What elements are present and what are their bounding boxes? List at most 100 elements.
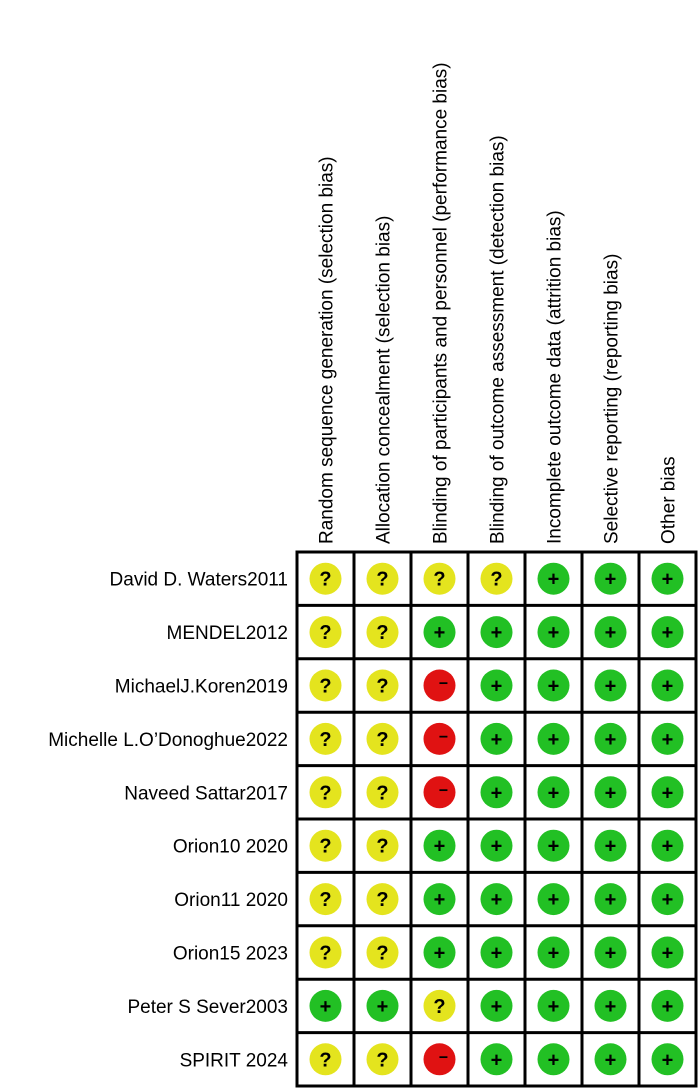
low-risk-mark: + (651, 616, 684, 649)
domain-label-4: Blinding of outcome assessment (detectio… (488, 135, 509, 544)
low-risk-circle (594, 722, 627, 755)
unclear-risk-mark: ? (309, 883, 342, 916)
low-risk-circle (651, 616, 684, 649)
domain-label-2: Allocation concealment (selection bias) (374, 216, 395, 544)
low-risk-circle (480, 1043, 513, 1076)
low-risk-mark: + (651, 936, 684, 969)
low-risk-circle (480, 936, 513, 969)
unclear-risk-mark: ? (309, 616, 342, 649)
low-risk-glyph: + (491, 1049, 503, 1071)
study-label-8: Orion15 2023 (173, 944, 288, 965)
low-risk-glyph: + (548, 1049, 560, 1071)
low-risk-mark: + (537, 829, 570, 862)
unclear-risk-circle (423, 989, 456, 1022)
low-risk-mark: + (594, 829, 627, 862)
low-risk-mark: + (480, 616, 513, 649)
low-risk-glyph: + (662, 1049, 674, 1071)
low-risk-glyph: + (548, 782, 560, 804)
low-risk-circle (594, 989, 627, 1022)
low-risk-glyph: + (662, 569, 674, 591)
unclear-risk-circle (480, 562, 513, 595)
high-risk-mark: − (423, 1043, 456, 1076)
low-risk-mark: + (537, 936, 570, 969)
low-risk-glyph: + (605, 782, 617, 804)
low-risk-circle (594, 829, 627, 862)
low-risk-mark: + (423, 829, 456, 862)
unclear-risk-circle (366, 776, 399, 809)
unclear-risk-circle (366, 616, 399, 649)
domain-label-7: Other bias (659, 456, 680, 544)
study-label-6: Orion10 2020 (173, 837, 288, 858)
unclear-risk-glyph: ? (376, 622, 388, 644)
low-risk-circle (423, 616, 456, 649)
low-risk-circle (594, 1043, 627, 1076)
high-risk-mark: − (423, 669, 456, 702)
unclear-risk-circle (309, 722, 342, 755)
low-risk-circle (537, 669, 570, 702)
unclear-risk-circle (366, 829, 399, 862)
unclear-risk-circle (366, 562, 399, 595)
unclear-risk-circle (309, 883, 342, 916)
high-risk-circle (423, 669, 456, 702)
unclear-risk-circle (309, 829, 342, 862)
unclear-risk-mark: ? (366, 829, 399, 862)
unclear-risk-glyph: ? (376, 943, 388, 965)
study-label-7: Orion11 2020 (174, 890, 288, 911)
low-risk-glyph: + (491, 729, 503, 751)
high-risk-glyph: − (439, 729, 448, 746)
study-label-2: MENDEL2012 (167, 623, 288, 644)
high-risk-glyph: − (439, 676, 448, 693)
low-risk-mark: + (594, 1043, 627, 1076)
low-risk-mark: + (480, 1043, 513, 1076)
unclear-risk-glyph: ? (319, 622, 331, 644)
unclear-risk-glyph: ? (376, 729, 388, 751)
low-risk-mark: + (651, 1043, 684, 1076)
study-labels: David D. Waters2011 MENDEL2012 MichaelJ.Ko… (48, 570, 288, 1072)
unclear-risk-mark: ? (366, 562, 399, 595)
unclear-risk-circle (309, 776, 342, 809)
low-risk-circle (537, 829, 570, 862)
low-risk-mark: + (594, 936, 627, 969)
low-risk-mark: + (594, 616, 627, 649)
low-risk-circle (651, 989, 684, 1022)
unclear-risk-glyph: ? (319, 836, 331, 858)
high-risk-circle (423, 1043, 456, 1076)
low-risk-circle (480, 669, 513, 702)
low-risk-circle (651, 776, 684, 809)
low-risk-mark: + (594, 883, 627, 916)
low-risk-circle (537, 989, 570, 1022)
low-risk-glyph: + (548, 676, 560, 698)
low-risk-mark: + (651, 776, 684, 809)
low-risk-glyph: + (491, 889, 503, 911)
low-risk-glyph: + (662, 782, 674, 804)
low-risk-circle (537, 616, 570, 649)
low-risk-mark: + (537, 1043, 570, 1076)
unclear-risk-mark: ? (423, 562, 456, 595)
low-risk-glyph: + (605, 889, 617, 911)
low-risk-glyph: + (605, 676, 617, 698)
low-risk-circle (423, 883, 456, 916)
unclear-risk-mark: ? (366, 669, 399, 702)
low-risk-glyph: + (662, 836, 674, 858)
low-risk-glyph: + (491, 782, 503, 804)
low-risk-mark: + (309, 989, 342, 1022)
low-risk-mark: + (594, 989, 627, 1022)
low-risk-mark: + (423, 936, 456, 969)
low-risk-mark: + (480, 829, 513, 862)
low-risk-circle (480, 776, 513, 809)
low-risk-glyph: + (434, 836, 446, 858)
rating-grid (295, 550, 698, 1088)
low-risk-glyph: + (548, 622, 560, 644)
low-risk-circle (423, 936, 456, 969)
low-risk-glyph: + (548, 836, 560, 858)
low-risk-glyph: + (548, 943, 560, 965)
unclear-risk-circle (309, 936, 342, 969)
unclear-risk-mark: ? (366, 1043, 399, 1076)
low-risk-glyph: + (491, 676, 503, 698)
unclear-risk-circle (366, 936, 399, 969)
low-risk-glyph: + (434, 889, 446, 911)
unclear-risk-glyph: ? (376, 889, 388, 911)
low-risk-circle (309, 989, 342, 1022)
low-risk-circle (594, 616, 627, 649)
low-risk-mark: + (594, 722, 627, 755)
